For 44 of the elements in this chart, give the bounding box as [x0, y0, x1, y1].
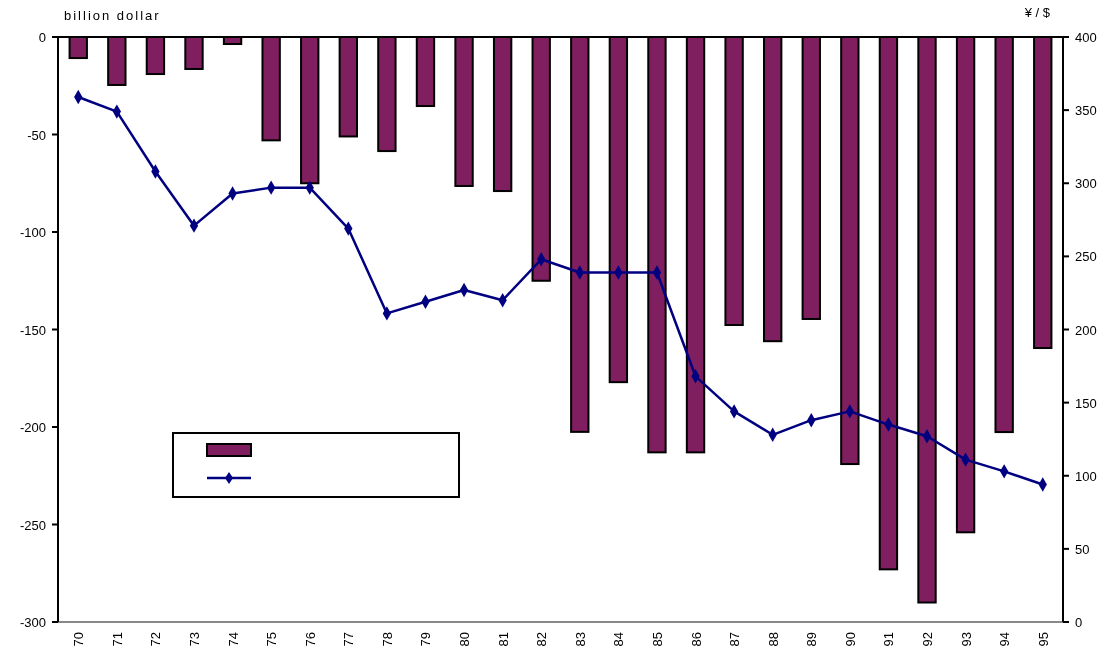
- y2-tick-label: 300: [1075, 176, 1097, 192]
- x-tick-label: 73: [186, 632, 202, 647]
- y-axis-title: billion dollar: [64, 8, 161, 23]
- y2-axis-title: ¥ / $: [1023, 5, 1051, 20]
- x-tick-label: 88: [765, 632, 781, 647]
- x-tick-label: 85: [649, 632, 665, 647]
- y2-tick-label: 350: [1075, 103, 1097, 119]
- y2-tick-label: 0: [1075, 615, 1083, 630]
- x-tick-label: 94: [997, 632, 1013, 647]
- y-tick-label: -200: [19, 420, 46, 435]
- y2-tick-label: 100: [1075, 468, 1097, 484]
- y-tick-label: -50: [27, 127, 46, 143]
- x-tick-label: 91: [881, 632, 897, 647]
- x-tick-label: 74: [225, 632, 241, 647]
- x-tick-label: 87: [727, 632, 743, 647]
- x-tick-label: 75: [264, 632, 280, 647]
- y2-tick-label: 250: [1075, 249, 1097, 265]
- y-tick-label: 0: [38, 30, 46, 45]
- x-tick-label: 83: [572, 632, 588, 647]
- x-tick-label: 92: [920, 632, 936, 647]
- x-tick-label: 84: [611, 632, 627, 647]
- x-tick-label: 86: [688, 632, 704, 647]
- x-tick-label: 82: [534, 632, 550, 647]
- y2-tick-label: 50: [1075, 541, 1090, 557]
- x-tick-label: 95: [1035, 632, 1051, 647]
- x-tick-label: 79: [418, 632, 434, 647]
- x-tick-label: 89: [804, 632, 820, 647]
- y-tick-label: -300: [19, 615, 46, 630]
- x-tick-label: 72: [148, 632, 164, 647]
- y2-tick-label: 200: [1075, 322, 1097, 338]
- y2-tick-label: 150: [1075, 395, 1097, 411]
- x-tick-label: 76: [302, 632, 318, 647]
- y-tick-label: -150: [19, 322, 46, 338]
- x-tick-label: 77: [341, 632, 357, 647]
- y-tick-label: -100: [19, 225, 46, 240]
- x-tick-label: 80: [457, 632, 473, 647]
- y-tick-label: -250: [19, 517, 46, 533]
- x-tick-label: 90: [842, 632, 858, 647]
- x-tick-label: 70: [71, 632, 87, 647]
- x-tick-label: 78: [379, 632, 395, 647]
- x-tick-label: 93: [958, 632, 974, 647]
- x-tick-label: 71: [109, 632, 125, 647]
- y2-tick-label: 400: [1075, 30, 1097, 45]
- x-tick-label: 81: [495, 632, 511, 647]
